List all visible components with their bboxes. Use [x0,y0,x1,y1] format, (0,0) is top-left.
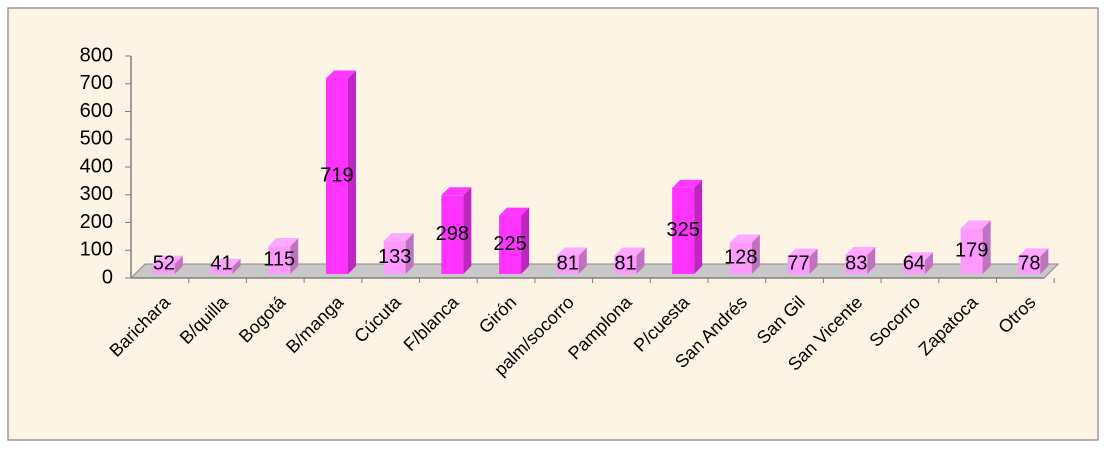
bar [210,258,241,274]
bar-side [982,220,991,274]
bar-front [845,254,868,274]
bar-side [924,252,933,274]
bar-top [152,255,183,264]
bar-side [290,238,299,274]
bar [614,247,645,274]
bar-top [672,179,703,188]
bar-top [441,187,472,196]
bar-side [521,207,530,274]
bar-side [463,187,472,274]
data-label: 115 [263,248,295,270]
data-label: 83 [845,252,867,274]
bar [787,248,818,274]
data-label: 64 [903,252,925,274]
y-tick-label: 300 [80,183,113,205]
bar-side [809,248,818,274]
bar [268,238,299,274]
data-label: 52 [153,252,175,274]
bar-side [347,70,356,274]
bar-top [614,247,645,256]
bar-side [867,246,876,274]
bar-front [556,255,579,274]
bar-front [210,266,233,274]
bar-top [1018,248,1049,257]
bar-front [960,228,983,274]
bar [441,187,472,274]
data-label: 179 [955,239,988,261]
bar-side [578,247,587,274]
y-tick-label: 600 [80,100,113,122]
data-label: 325 [666,219,699,241]
y-tick-label: 0 [102,266,113,288]
y-tick-label: 100 [80,239,113,261]
bar-top [845,246,876,255]
data-label: 298 [436,223,469,245]
bar-front [441,195,464,274]
bar-front [787,256,810,274]
bar-front [268,246,291,274]
y-tick-label: 700 [80,72,113,94]
bar-top [902,252,933,261]
bar-side [174,255,183,274]
bar-front [325,78,348,274]
bar-side [751,234,760,274]
data-label: 81 [557,252,579,274]
bar-front [499,215,522,274]
bar [499,207,530,274]
data-label: 81 [614,252,636,274]
bar-top [383,233,414,242]
bar-front [902,260,925,274]
chart-frame [7,7,1099,441]
data-label: 719 [320,165,353,187]
bar [729,234,760,274]
bar [960,220,991,274]
y-tick-label: 200 [80,211,113,233]
bar [672,179,703,274]
bar-top [210,258,241,267]
bar-top [556,247,587,256]
data-label: 78 [1018,252,1040,274]
data-label: 41 [210,252,232,274]
y-tick-label: 800 [80,44,113,66]
bar [556,247,587,274]
bar-top [325,70,356,79]
bar [845,246,876,274]
bar-side [636,247,645,274]
bar-front [1018,256,1041,274]
bar [152,255,183,274]
bar-top [729,234,760,243]
bar-top [787,248,818,257]
bar-side [1040,248,1049,274]
bar [1018,248,1049,274]
bar-side [405,233,414,274]
bar-top [960,220,991,229]
bar-front [729,242,752,274]
bar [383,233,414,274]
bar-front [614,255,637,274]
y-tick-label: 400 [80,155,113,177]
bar-top [268,238,299,247]
bar-side [694,179,703,274]
bar-top [499,207,530,216]
data-label: 133 [378,246,411,268]
data-label: 225 [493,233,526,255]
data-label: 128 [724,247,757,269]
data-label: 77 [787,252,809,274]
bar-front [152,263,175,274]
y-tick-label: 500 [80,128,113,150]
bar [902,252,933,274]
bar-front [383,241,406,274]
bar-front [672,187,695,274]
bar [325,70,356,274]
bar-side [232,258,241,274]
